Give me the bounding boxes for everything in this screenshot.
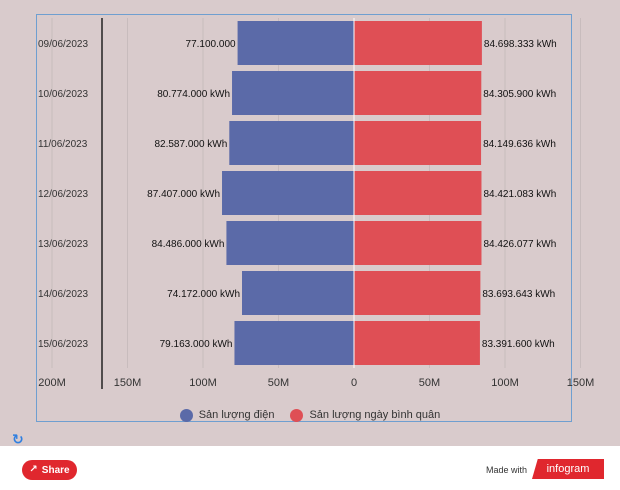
legend-swatch-series-1 (179, 408, 193, 422)
chart-area: 200M150M100M50M050M100M150M200M250M09/06… (0, 0, 620, 446)
made-with-text: Made with (486, 465, 528, 475)
category-label: 12/06/2023 (38, 189, 88, 200)
x-tick-label: 100M (491, 377, 519, 389)
bar-series-1 (237, 21, 354, 65)
category-label: 09/06/2023 (38, 39, 88, 50)
data-label: 84.149.636 kWh (483, 139, 556, 150)
bar-series-2 (354, 271, 481, 315)
data-label: 77.100.000 (186, 39, 236, 50)
x-tick-label: 150M (114, 377, 142, 389)
category-label: 10/06/2023 (38, 89, 88, 100)
bar-series-2 (354, 171, 482, 215)
x-tick-label: 150M (567, 377, 595, 389)
bar-series-2 (354, 321, 480, 365)
data-label: 83.693.643 kWh (482, 289, 555, 300)
data-label: 80.774.000 kWh (157, 89, 230, 100)
legend-label-series-1: Sản lượng điện (198, 409, 275, 421)
refresh-icon[interactable]: ↻ (12, 431, 24, 447)
legend-swatch-series-2 (290, 408, 304, 422)
share-button[interactable]: ↗ Share (22, 460, 77, 480)
x-tick-label: 50M (419, 377, 440, 389)
legend-item-series-1[interactable]: Sản lượng điện (179, 408, 275, 422)
footer: ↗ Share Made with infogram (0, 446, 620, 490)
x-tick-label: 200M (38, 377, 66, 389)
x-tick-label: 50M (268, 377, 289, 389)
bar-series-2 (354, 71, 482, 115)
legend: Sản lượng điện Sản lượng ngày bình quân (0, 405, 620, 425)
legend-label-series-2: Sản lượng ngày bình quân (309, 409, 441, 421)
legend-item-series-2[interactable]: Sản lượng ngày bình quân (290, 408, 441, 422)
bar-series-1 (222, 171, 354, 215)
data-label: 83.391.600 kWh (482, 339, 555, 350)
bar-series-1 (229, 121, 354, 165)
category-label: 13/06/2023 (38, 239, 88, 250)
chart-frame (36, 14, 572, 422)
infogram-logo[interactable]: infogram (532, 459, 604, 479)
data-label: 79.163.000 kWh (160, 339, 233, 350)
data-label: 84.305.900 kWh (483, 89, 556, 100)
bar-series-1 (232, 71, 354, 115)
bar-series-1 (226, 221, 354, 265)
bar-series-2 (354, 221, 482, 265)
share-icon: ↗ (29, 464, 38, 475)
data-label: 82.587.000 kWh (154, 139, 227, 150)
category-label: 14/06/2023 (38, 289, 88, 300)
data-label: 84.698.333 kWh (484, 39, 557, 50)
data-label: 87.407.000 kWh (147, 189, 220, 200)
bar-series-1 (234, 321, 354, 365)
chart-svg: 200M150M100M50M050M100M150M200M250M09/06… (38, 18, 595, 389)
bar-series-1 (242, 271, 354, 315)
bar-series-2 (354, 21, 482, 65)
x-tick-label: 0 (351, 377, 357, 389)
data-label: 74.172.000 kWh (167, 289, 240, 300)
x-tick-label: 100M (189, 377, 217, 389)
category-label: 11/06/2023 (38, 139, 88, 150)
data-label: 84.421.083 kWh (483, 189, 556, 200)
share-label: Share (41, 464, 70, 476)
data-label: 84.426.077 kWh (483, 239, 556, 250)
data-label: 84.486.000 kWh (152, 239, 225, 250)
bar-series-2 (354, 121, 482, 165)
category-label: 15/06/2023 (38, 339, 88, 350)
